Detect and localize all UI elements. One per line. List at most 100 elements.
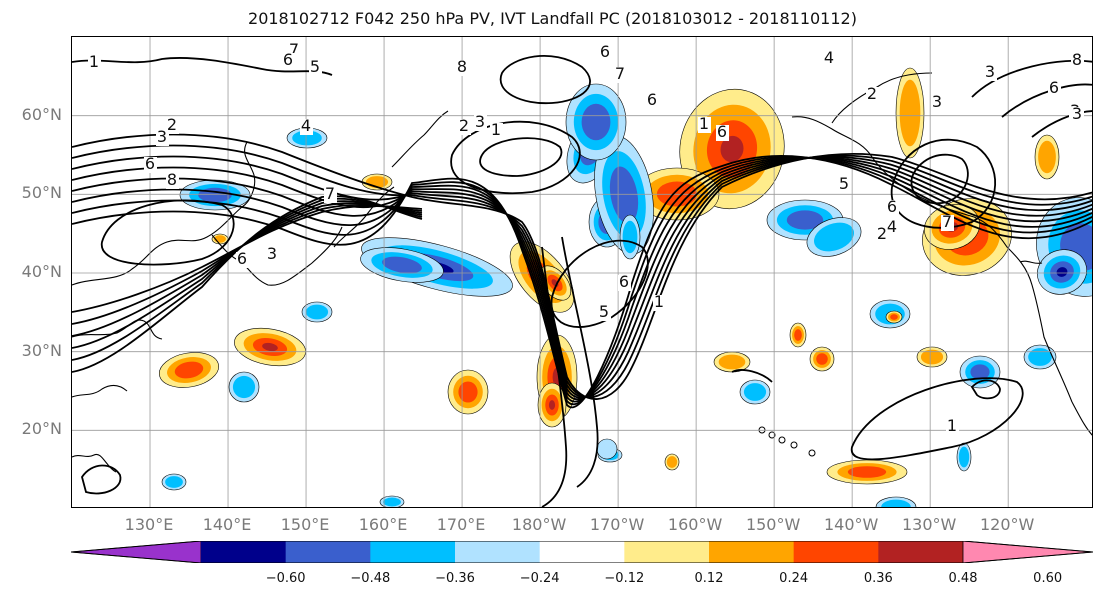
- pv-anomaly-27-level-2: [847, 466, 887, 478]
- contour-label-18: 6: [647, 90, 657, 109]
- lon-label-9: 140°W: [823, 515, 879, 534]
- contour-label-9: 8: [457, 57, 467, 76]
- contour-label-bg-9: [456, 60, 469, 76]
- pv-anomaly-8-level-3: [1056, 267, 1068, 277]
- coastline-4: [72, 384, 128, 398]
- pv-anomaly-37-level-2: [794, 329, 802, 341]
- pv-anomaly-33-level-2: [970, 364, 990, 380]
- pv-anomaly-20-level-2: [174, 361, 204, 379]
- contour-label-bg-16: [599, 45, 612, 61]
- lon-label-3: 160°E: [358, 515, 408, 534]
- contour-label-10: 2: [459, 116, 469, 135]
- hawaii-island-1: [768, 431, 776, 439]
- ivt-contour-30: [541, 246, 568, 507]
- ivt-contour-22: [970, 379, 1001, 400]
- contour-label-bg-36: [1048, 81, 1061, 97]
- colorbar-extend-low: [71, 541, 202, 563]
- colorbar-bin-3: [455, 541, 541, 563]
- contour-label-7: 3: [267, 244, 277, 263]
- lat-label-1: 30°N: [21, 340, 62, 360]
- contour-label-bg-37: [1071, 53, 1084, 69]
- pv-anomaly-0-level-3: [720, 135, 744, 163]
- ivt-contour-18: [890, 138, 997, 229]
- contour-label-11: 3: [475, 112, 485, 131]
- contour-label-bg-15: [309, 60, 322, 76]
- lat-label-2: 40°N: [21, 262, 62, 281]
- colorbar-extend-high: [962, 541, 1093, 563]
- ivt-contour-28: [731, 369, 773, 383]
- colorbar-bin-4: [539, 541, 625, 563]
- colorbar-tick-1: −0.48: [350, 571, 391, 586]
- colorbar-tick-3: −0.24: [519, 571, 560, 586]
- contour-label-bg-7: [266, 247, 279, 263]
- ivt-contour-27: [81, 464, 122, 495]
- coastline-0: [72, 141, 256, 286]
- contour-label-1: 2: [167, 115, 177, 134]
- contour-label-13: 7: [289, 40, 299, 59]
- contour-label-bg-32: [946, 419, 959, 435]
- contour-label-20: 6: [717, 122, 727, 141]
- contour-label-21: 6: [619, 272, 629, 291]
- colorbar: [71, 541, 1093, 563]
- coastlines: [72, 72, 1092, 473]
- contour-label-25: 3: [932, 92, 942, 111]
- ivt-contour-21: [851, 377, 1024, 461]
- contour-label-bg-1: [166, 118, 179, 134]
- hawaii-island-2: [778, 436, 786, 444]
- ivt-contours: [72, 54, 1092, 507]
- pv-anomaly-17-level-2: [581, 103, 611, 141]
- contour-label-bg-27: [838, 177, 851, 193]
- contour-label-bg-25: [931, 95, 944, 111]
- contour-label-29: 7: [942, 212, 952, 231]
- contour-label-8: 4: [301, 116, 311, 135]
- contour-label-bg-14: [282, 53, 295, 69]
- colorbar-tick-0: −0.60: [265, 571, 306, 586]
- contour-label-bg-23: [653, 295, 666, 311]
- ivt-contour-29: [561, 236, 599, 488]
- lon-label-6: 170°W: [589, 515, 645, 534]
- colorbar-bin-1: [285, 541, 371, 563]
- colorbar-tick-2: −0.36: [435, 571, 475, 586]
- contour-label-bg-11: [474, 115, 487, 131]
- pv-anomaly-19-level-3: [262, 342, 278, 352]
- contour-label-17: 7: [615, 64, 625, 83]
- contour-label-bg-20: [716, 125, 729, 141]
- pv-anomaly-12-level-2: [382, 256, 422, 274]
- colorbar-tick-6: 0.24: [779, 571, 809, 586]
- contour-label-bg-19: [698, 117, 711, 133]
- contour-label-bg-5: [324, 187, 337, 203]
- ivt-contour-3: [72, 156, 1092, 399]
- pv-anomaly-4-level-2: [609, 166, 639, 224]
- lon-label-7: 160°W: [667, 515, 723, 534]
- ivt-contour-13: [72, 195, 423, 373]
- ivt-contour-26: [72, 57, 333, 76]
- lon-label-1: 140°E: [202, 515, 252, 534]
- coastline-6: [391, 110, 449, 168]
- colorbar-bin-2: [370, 541, 456, 563]
- map-canvas: 12368763482317656761665123456724133368: [72, 37, 1092, 507]
- contour-label-bg-4: [166, 173, 179, 189]
- contour-label-3: 6: [145, 154, 155, 173]
- colorbar-bin-6: [709, 541, 795, 563]
- contour-label-bg-29: [941, 215, 954, 231]
- contour-label-27: 5: [839, 174, 849, 193]
- contour-label-0: 1: [89, 52, 99, 71]
- pv-anomaly-43-level-1: [165, 476, 183, 488]
- ivt-contour-15: [479, 137, 563, 177]
- coastline-9: [973, 216, 1073, 403]
- contour-label-31: 4: [887, 217, 897, 236]
- contour-label-16: 6: [600, 42, 610, 61]
- contour-label-bg-31: [886, 220, 899, 236]
- contour-label-bg-18: [646, 93, 659, 109]
- pv-anomaly-22-level-1: [232, 375, 256, 399]
- map-panel[interactable]: 12368763482317656761665123456724133368: [71, 36, 1093, 508]
- pv-anomaly-36-level-1: [958, 446, 970, 468]
- contour-label-bg-3: [144, 157, 157, 173]
- lat-label-4: 60°N: [21, 104, 62, 124]
- contour-label-bg-24: [866, 87, 879, 103]
- contour-label-bg-22: [598, 305, 611, 321]
- ivt-contour-16: [499, 54, 591, 105]
- contour-label-14: 6: [283, 50, 293, 69]
- contour-label-2: 3: [157, 127, 167, 146]
- pv-anomaly-39-level-1: [305, 304, 329, 320]
